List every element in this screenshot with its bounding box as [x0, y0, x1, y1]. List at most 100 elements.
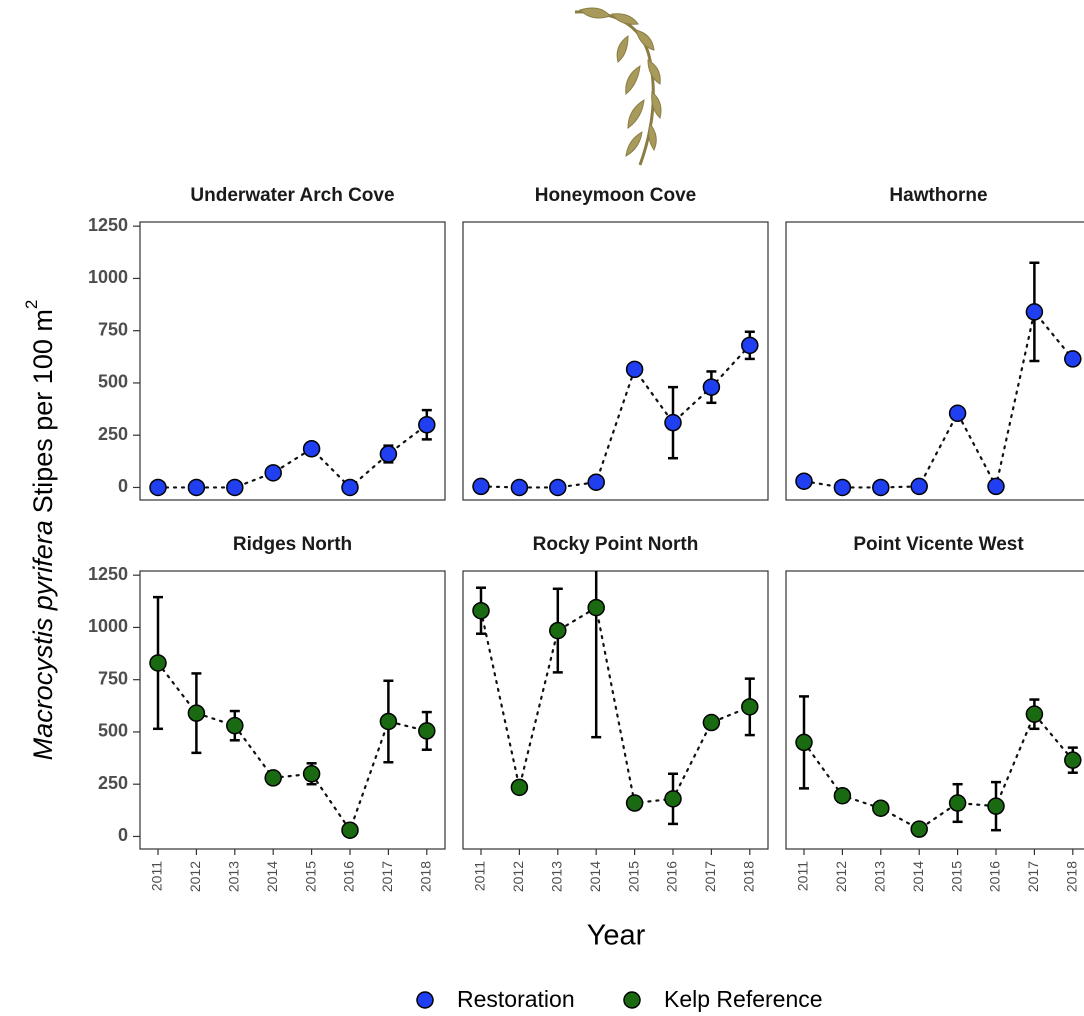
point	[702, 378, 721, 396]
point	[472, 477, 490, 496]
legend-marker	[416, 991, 434, 1009]
x-tick-label: 2013	[549, 861, 565, 892]
point	[948, 404, 967, 423]
x-tick-label: 2014	[264, 861, 280, 892]
panel-border	[785, 570, 1084, 850]
point	[379, 712, 398, 731]
point	[341, 821, 359, 839]
point	[1025, 705, 1044, 723]
point	[1064, 751, 1082, 769]
point	[187, 704, 206, 722]
point	[587, 473, 605, 491]
x-tick-label: 2013	[872, 861, 888, 892]
panel-title: Point Vicente West	[853, 534, 1024, 555]
panel-border	[462, 221, 769, 501]
panel-title: Rocky Point North	[533, 534, 699, 555]
point	[702, 713, 721, 732]
y-tick-label: 250	[98, 424, 128, 444]
series-line	[479, 344, 751, 489]
y-tick-label: 0	[118, 825, 128, 845]
panel-plot	[799, 261, 1078, 490]
kelp-illustration	[574, 7, 662, 166]
series-line	[802, 309, 1074, 490]
y-tick-label: 500	[98, 372, 128, 392]
x-tick-label: 2014	[587, 861, 603, 892]
point	[149, 478, 167, 497]
point	[872, 799, 890, 817]
legend-label: Kelp Reference	[664, 986, 823, 1012]
y-tick-label: 1250	[88, 215, 128, 235]
point	[549, 621, 567, 640]
y-label-text: Stipes per 100 m	[28, 309, 58, 513]
panel-title: Honeymoon Cove	[535, 185, 697, 206]
point	[664, 790, 682, 808]
series-line	[802, 712, 1074, 831]
x-tick-label: 2018	[418, 861, 434, 892]
point	[948, 794, 967, 812]
y-label-italic: Macrocystis pyrifera	[28, 520, 58, 760]
x-tick-label: 2017	[1025, 861, 1041, 892]
x-tick-label: 2016	[664, 861, 680, 892]
point	[418, 722, 436, 740]
point	[987, 477, 1005, 496]
x-tick-label: 2011	[149, 861, 165, 891]
y-tick-label: 750	[98, 668, 128, 688]
legend-marker	[623, 991, 641, 1009]
panel-border	[785, 221, 1084, 501]
panel-border	[139, 221, 446, 501]
point	[264, 464, 282, 482]
y-tick-label: 250	[98, 773, 128, 793]
point	[833, 478, 852, 497]
y-tick-label: 500	[98, 721, 128, 741]
point	[149, 654, 167, 672]
legend-label: Restoration	[457, 986, 575, 1012]
point	[587, 598, 605, 617]
point	[549, 478, 567, 497]
series-line	[479, 605, 751, 805]
x-tick-label: 2017	[702, 861, 718, 892]
x-tick-label: 2018	[1064, 861, 1080, 892]
series-line	[156, 661, 428, 833]
x-tick-label: 2016	[987, 861, 1003, 892]
point	[664, 413, 682, 432]
x-tick-label: 2016	[341, 861, 357, 892]
y-tick-label: 1250	[88, 564, 128, 584]
point	[510, 778, 529, 797]
point	[833, 786, 852, 805]
x-tick-label: 2011	[795, 861, 811, 891]
point	[341, 478, 359, 497]
point	[302, 440, 321, 458]
y-label-sup: 2	[22, 300, 41, 309]
panel-title: Hawthorne	[889, 185, 987, 206]
x-tick-label: 2012	[510, 861, 526, 892]
y-tick-label: 750	[98, 319, 128, 339]
point	[741, 336, 759, 355]
point	[472, 601, 490, 620]
x-tick-label: 2018	[741, 861, 757, 892]
x-tick-label: 2015	[625, 861, 641, 892]
point	[226, 478, 244, 497]
y-axis-label: Macrocystis pyrifera Stipes per 100 m2	[22, 300, 58, 761]
point	[987, 797, 1005, 815]
x-tick-label: 2014	[910, 861, 926, 892]
point	[302, 765, 321, 783]
panel-border	[462, 570, 769, 850]
point	[795, 472, 813, 490]
point	[625, 360, 644, 379]
point	[264, 769, 282, 787]
point	[187, 478, 206, 497]
x-tick-label: 2015	[302, 861, 318, 892]
point	[1025, 303, 1044, 321]
point	[795, 733, 813, 752]
panel-title: Ridges North	[233, 534, 352, 555]
x-tick-label: 2012	[833, 861, 849, 892]
x-tick-label: 2011	[472, 861, 488, 891]
y-tick-label: 0	[118, 476, 128, 496]
point	[226, 716, 244, 735]
point	[741, 698, 759, 716]
y-tick-label: 1000	[88, 616, 128, 636]
panel-title: Underwater Arch Cove	[190, 185, 394, 206]
point	[625, 794, 644, 812]
